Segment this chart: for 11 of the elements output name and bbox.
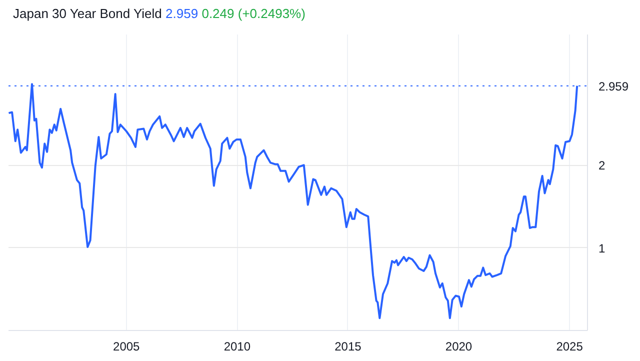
x-tick-label: 2025: [556, 340, 584, 354]
y-tick-label: 1: [598, 241, 606, 256]
x-tick-label: 2020: [445, 340, 472, 354]
text: 2.959: [166, 6, 198, 21]
x-tick-label: 2005: [113, 340, 140, 354]
y-tick-label: 2: [598, 158, 606, 173]
x-tick-label: 2015: [334, 340, 362, 354]
chart-title: Japan 30 Year Bond Yield: [13, 6, 162, 21]
x-tick-label: 2010: [224, 340, 251, 354]
text: 0.249 (+0.2493%): [202, 6, 306, 21]
ref-line-label: 2.959: [598, 79, 629, 94]
